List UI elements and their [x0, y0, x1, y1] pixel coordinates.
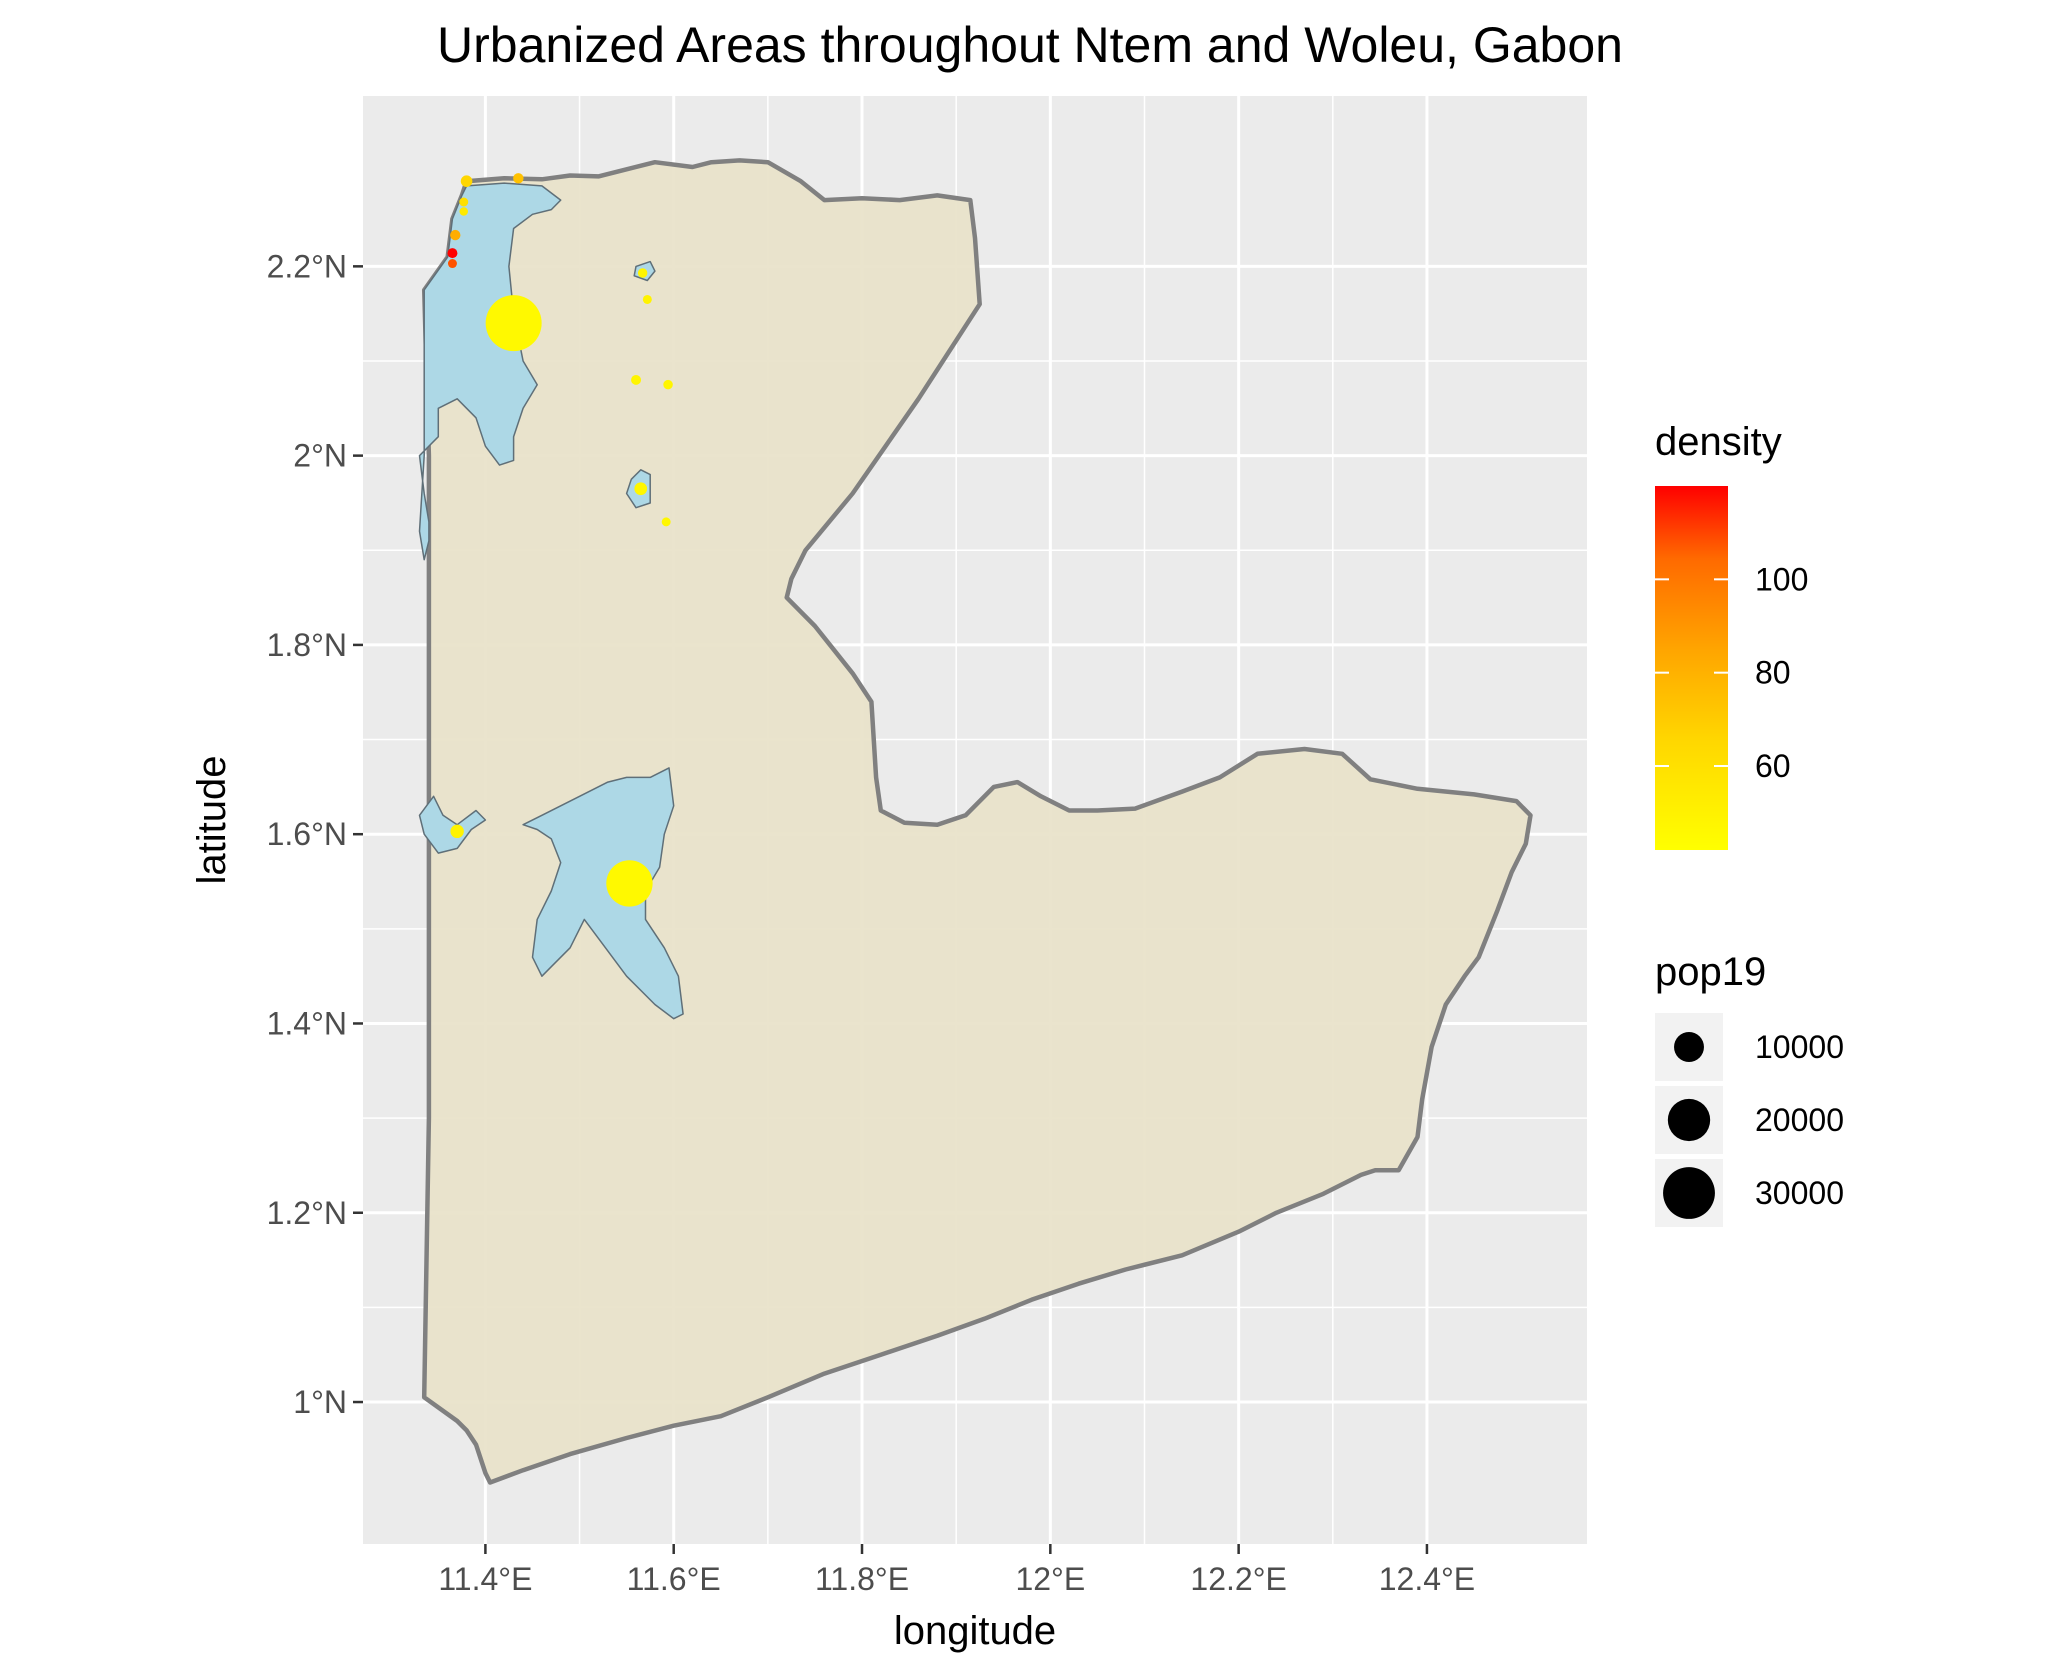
- pop19-key-circle: [1663, 1167, 1715, 1219]
- pop19-legend: pop19 10000 20000 30000: [1655, 950, 1844, 1227]
- urban-point: [663, 379, 673, 390]
- urban-point: [459, 197, 469, 207]
- urban-point: [459, 207, 468, 216]
- y-tick-label: 1.6°N: [267, 816, 347, 852]
- density-breaks: 60 80 100: [1655, 561, 1808, 784]
- urban-area: [522, 767, 684, 1020]
- province-outline: [421, 158, 1533, 1485]
- y-tick-label: 1.8°N: [267, 627, 347, 663]
- y-axis-title: latitude: [190, 756, 234, 885]
- y-axis-ticks: 1°N 1.2°N 1.4°N 1.6°N 1.8°N 2°N 2.2°N: [267, 248, 363, 1420]
- x-tick-label: 11.4°E: [438, 1561, 532, 1597]
- pop19-keys: 10000 20000 30000: [1655, 1013, 1844, 1227]
- density-legend-title: density: [1655, 420, 1782, 464]
- x-axis-ticks: 11.4°E 11.6°E 11.8°E 12°E 12.2°E 12.4°E: [438, 1544, 1475, 1597]
- urban-points: [447, 173, 673, 907]
- pop19-key-label: 30000: [1755, 1175, 1844, 1211]
- x-tick-label: 12°E: [1015, 1561, 1085, 1597]
- urban-point: [637, 268, 648, 278]
- urban-point: [606, 860, 653, 907]
- x-tick-label: 11.8°E: [815, 1561, 909, 1597]
- pop19-key-circle: [1667, 1098, 1711, 1142]
- y-tick-label: 2.2°N: [267, 248, 347, 284]
- urban-point: [447, 259, 457, 269]
- pop19-key-label: 20000: [1755, 1102, 1844, 1138]
- urban-area: [418, 182, 562, 561]
- map-title: Urbanized Areas throughout Ntem and Wole…: [437, 17, 1623, 73]
- pop19-key-label: 10000: [1755, 1029, 1844, 1065]
- x-axis-title: longitude: [894, 1609, 1056, 1653]
- urban-point: [642, 294, 652, 304]
- y-tick-label: 1.4°N: [267, 1005, 347, 1041]
- y-tick-label: 1°N: [293, 1384, 347, 1420]
- urban-point: [460, 175, 473, 187]
- density-break-label: 80: [1755, 655, 1791, 691]
- urban-point: [450, 229, 461, 241]
- pop19-legend-title: pop19: [1655, 950, 1766, 994]
- x-tick-label: 12.2°E: [1190, 1561, 1286, 1597]
- urban-point: [485, 295, 542, 352]
- y-tick-label: 2°N: [293, 438, 347, 474]
- x-tick-label: 11.6°E: [627, 1561, 721, 1597]
- urban-point: [450, 824, 464, 839]
- urban-area: [418, 795, 487, 854]
- urban-point: [661, 517, 671, 527]
- density-colorbar: [1655, 486, 1728, 850]
- urban-point: [447, 248, 458, 259]
- y-tick-label: 1.2°N: [267, 1195, 347, 1231]
- urban-point: [634, 482, 648, 496]
- province-polygon: [421, 158, 1533, 1485]
- urban-point: [513, 173, 524, 184]
- pop19-key-circle: [1674, 1032, 1704, 1062]
- density-break-label: 60: [1755, 748, 1791, 784]
- density-legend: density 60 80 100: [1655, 420, 1808, 850]
- density-break-label: 100: [1755, 561, 1808, 597]
- urban-point: [631, 374, 642, 385]
- urban-areas: [418, 182, 684, 1020]
- x-tick-label: 12.4°E: [1379, 1561, 1475, 1597]
